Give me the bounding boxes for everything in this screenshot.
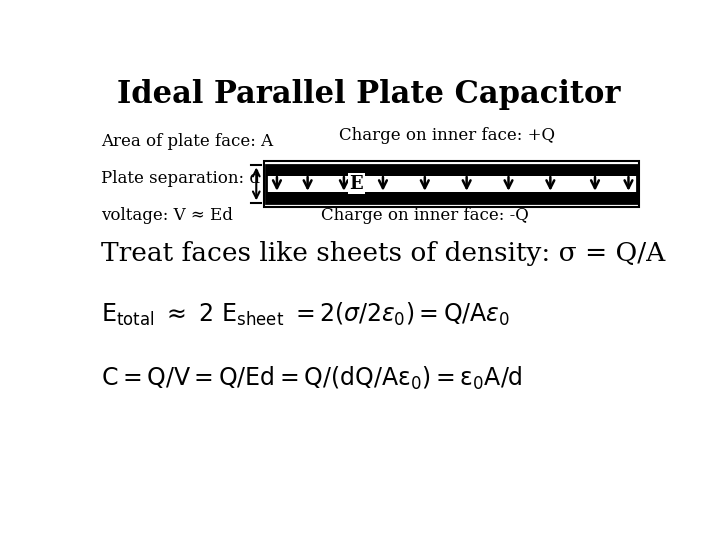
Text: $\mathrm{E_{total}}$ $\approx$ $\mathrm{2\ E_{sheet}}$ $= 2(\sigma/2\varepsilon_: $\mathrm{E_{total}}$ $\approx$ $\mathrm{… — [101, 301, 510, 328]
Text: E: E — [349, 175, 363, 193]
Text: $\mathrm{C = Q/V = Q/Ed = Q/(dQ/A\varepsilon_0) = \varepsilon_0 A/d}$: $\mathrm{C = Q/V = Q/Ed = Q/(dQ/A\vareps… — [101, 365, 523, 393]
Text: Charge on inner face: +Q: Charge on inner face: +Q — [339, 127, 555, 144]
Text: Plate separation: d: Plate separation: d — [101, 170, 260, 187]
Text: Ideal Parallel Plate Capacitor: Ideal Parallel Plate Capacitor — [117, 79, 621, 110]
Bar — [266, 165, 636, 176]
Bar — [264, 161, 639, 207]
Bar — [266, 165, 636, 203]
Text: Area of plate face: A: Area of plate face: A — [101, 133, 274, 150]
Text: Treat faces like sheets of density: σ = Q/A: Treat faces like sheets of density: σ = … — [101, 241, 665, 266]
Bar — [266, 192, 636, 203]
Text: voltage: V ≈ Ed: voltage: V ≈ Ed — [101, 207, 233, 224]
Text: Charge on inner face: -Q: Charge on inner face: -Q — [321, 207, 528, 224]
Bar — [266, 176, 636, 192]
